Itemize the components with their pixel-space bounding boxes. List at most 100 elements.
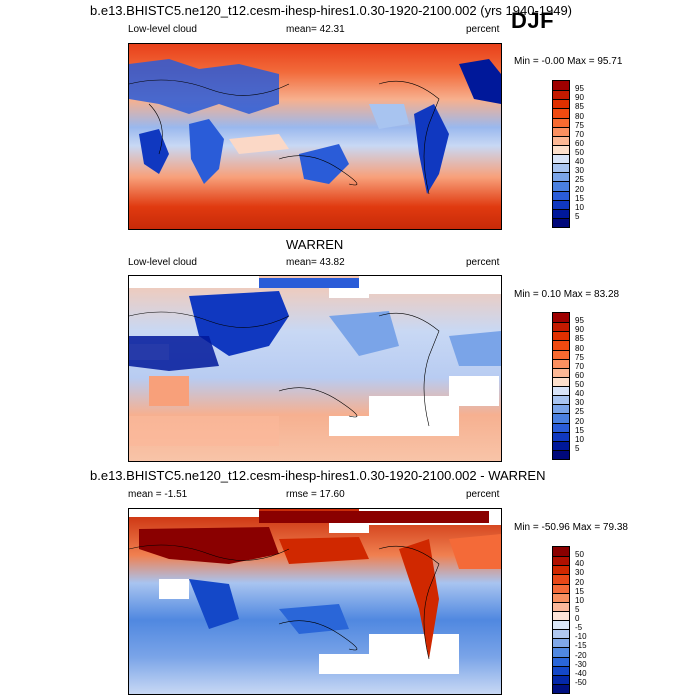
colorbar-segment	[553, 547, 569, 557]
colorbar-segment	[553, 217, 569, 227]
colorbar-segment	[553, 422, 569, 432]
colorbar-segment	[553, 395, 569, 405]
colorbar-segment	[553, 181, 569, 191]
panel-2-title: WARREN	[286, 237, 344, 252]
colorbar-segment	[553, 358, 569, 368]
panel-3-rmse-label: rmse = 17.60	[286, 489, 345, 500]
colorbar-tick-label: 30	[575, 398, 584, 408]
colorbar-tick-label: 5	[575, 211, 580, 221]
colorbar-tick-label: 80	[575, 111, 584, 121]
colorbar-tick-label: 20	[575, 577, 584, 587]
colorbar-segment	[553, 331, 569, 341]
panel-2-colorbar-labels: 95 90 85 80 75 70 60 50 40 30 25 20 15 10 5	[575, 312, 605, 458]
panel-1-map	[128, 43, 502, 230]
colorbar-tick-label: 30	[575, 568, 584, 578]
colorbar-segment	[553, 199, 569, 209]
panel-2-minmax: Min = 0.10 Max = 83.28	[514, 289, 620, 300]
colorbar-segment	[553, 647, 569, 657]
colorbar-segment	[553, 574, 569, 584]
colorbar-segment	[553, 656, 569, 666]
season-label: DJF	[511, 8, 555, 33]
colorbar-tick-label: 10	[575, 595, 584, 605]
panel-3-colorbar	[552, 546, 570, 694]
panel-1-units-label: percent	[466, 24, 500, 35]
colorbar-segment	[553, 610, 569, 620]
colorbar-segment	[553, 404, 569, 414]
panel-1-mean-label: mean= 42.31	[286, 24, 345, 35]
panel-1-variable-label: Low-level cloud	[128, 24, 197, 35]
colorbar-tick-label: 90	[575, 325, 584, 335]
colorbar-segment	[553, 620, 569, 630]
colorbar-segment	[553, 583, 569, 593]
panel-3-mean-label: mean = -1.51	[128, 489, 188, 500]
colorbar-segment	[553, 638, 569, 648]
colorbar-segment	[553, 322, 569, 332]
panel-2-colorbar	[552, 312, 570, 460]
colorbar-tick-label: 5	[575, 443, 580, 453]
panel-2-map-field	[129, 276, 501, 461]
panel-2-units-label: percent	[466, 257, 500, 268]
colorbar-segment	[553, 99, 569, 109]
colorbar-tick-label: -15	[575, 641, 587, 651]
colorbar-segment	[553, 565, 569, 575]
panel-1-map-field	[129, 44, 501, 229]
colorbar-segment	[553, 154, 569, 164]
colorbar-segment	[553, 340, 569, 350]
colorbar-tick-label: 95	[575, 84, 584, 94]
colorbar-tick-label: 80	[575, 343, 584, 353]
colorbar-segment	[553, 90, 569, 100]
colorbar-segment	[553, 674, 569, 684]
colorbar-segment	[553, 556, 569, 566]
panel-3-map-field	[129, 509, 501, 694]
colorbar-segment	[553, 367, 569, 377]
panel-1-minmax: Min = -0.00 Max = 95.71	[514, 56, 623, 67]
colorbar-tick-label: -50	[575, 677, 587, 687]
panel-1-colorbar-labels: 95 90 85 80 75 70 60 50 40 30 25 20 15 10 5	[575, 80, 605, 226]
colorbar-segment	[553, 117, 569, 127]
colorbar-tick-label: 10	[575, 434, 584, 444]
colorbar-tick-label: 15	[575, 586, 584, 596]
colorbar-segment	[553, 190, 569, 200]
colorbar-tick-label: 85	[575, 102, 584, 112]
colorbar-tick-label: 40	[575, 157, 584, 167]
colorbar-tick-label: 10	[575, 202, 584, 212]
colorbar-tick-label: 75	[575, 352, 584, 362]
colorbar-tick-label: -10	[575, 632, 587, 642]
colorbar-segment	[553, 108, 569, 118]
colorbar-tick-label: 90	[575, 93, 584, 103]
colorbar-tick-label: 50	[575, 550, 584, 560]
colorbar-segment	[553, 592, 569, 602]
panel-1-colorbar	[552, 80, 570, 228]
colorbar-tick-label: 50	[575, 380, 584, 389]
colorbar-segment	[553, 126, 569, 136]
colorbar-tick-label: 75	[575, 120, 584, 130]
colorbar-segment	[553, 163, 569, 173]
colorbar-tick-label: -40	[575, 668, 587, 678]
colorbar-segment	[553, 440, 569, 450]
colorbar-segment	[553, 81, 569, 91]
panel-3-colorbar-labels: 50 40 30 20 15 10 5 0 -5 -10 -15 -20 -30 -40 -50	[575, 546, 605, 692]
colorbar-segment	[553, 386, 569, 396]
colorbar-segment	[553, 629, 569, 639]
colorbar-segment	[553, 349, 569, 359]
colorbar-segment	[553, 313, 569, 323]
colorbar-tick-label: 60	[575, 370, 584, 380]
colorbar-tick-label: 95	[575, 316, 584, 326]
panel-2-map	[128, 275, 502, 462]
colorbar-segment	[553, 413, 569, 423]
colorbar-tick-label: 40	[575, 389, 584, 399]
colorbar-tick-label: 15	[575, 193, 584, 203]
panel-3-map	[128, 508, 502, 695]
colorbar-segment	[553, 135, 569, 145]
panel-3-title: b.e13.BHISTC5.ne120_t12.cesm-ihesp-hires…	[90, 468, 546, 483]
colorbar-segment	[553, 144, 569, 154]
colorbar-tick-label: 30	[575, 166, 584, 176]
colorbar-tick-label: 20	[575, 184, 584, 194]
colorbar-segment	[553, 208, 569, 218]
colorbar-tick-label: -30	[575, 659, 587, 669]
colorbar-tick-label: 5	[575, 604, 580, 614]
colorbar-tick-label: 40	[575, 559, 584, 569]
panel-2-mean-label: mean= 43.82	[286, 257, 345, 268]
panel-2-variable-label: Low-level cloud	[128, 257, 197, 268]
colorbar-tick-label: 85	[575, 334, 584, 344]
